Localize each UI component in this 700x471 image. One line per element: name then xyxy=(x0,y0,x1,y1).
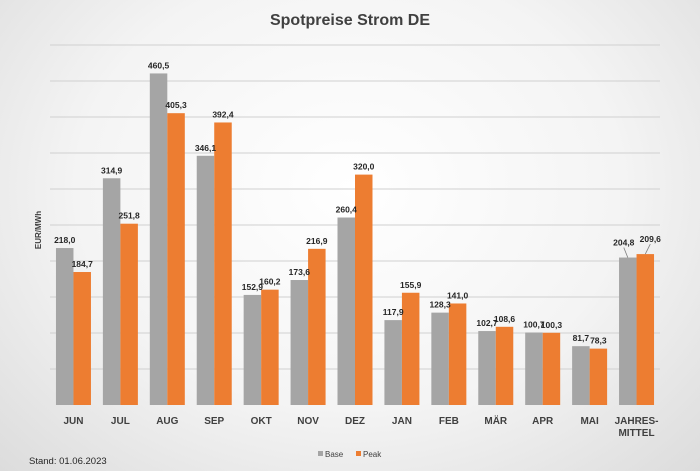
bar-peak xyxy=(214,122,232,406)
data-label-base: 314,9 xyxy=(101,165,123,175)
legend-label-peak: Peak xyxy=(363,450,382,459)
bar-peak xyxy=(542,332,561,405)
bar-peak xyxy=(120,223,138,405)
x-tick-label: DEZ xyxy=(345,416,365,427)
footnote: Stand: 01.06.2023 xyxy=(29,456,107,467)
legend-label-base: Base xyxy=(325,450,344,459)
data-label-peak: 184,7 xyxy=(72,259,94,269)
x-tick-label: JUL xyxy=(111,416,130,427)
bar-peak xyxy=(261,289,279,405)
data-label-base: 117,9 xyxy=(383,307,404,317)
bar-peak xyxy=(73,272,91,405)
data-label-base: 346,1 xyxy=(195,143,217,153)
leader-line xyxy=(623,247,629,258)
data-label-base: 260,4 xyxy=(336,205,358,215)
data-label-peak: 108,6 xyxy=(494,314,516,324)
data-label-peak: 141,0 xyxy=(447,290,469,300)
data-label-base: 100,7 xyxy=(523,319,545,329)
bar-base xyxy=(196,155,215,405)
legend-swatch-base xyxy=(318,451,323,456)
x-tick-label: JUN xyxy=(63,416,83,427)
bar-base xyxy=(102,178,121,405)
data-label-peak: 209,6 xyxy=(640,234,662,244)
legend-swatch-peak xyxy=(356,451,361,456)
bar-peak xyxy=(401,292,420,405)
data-label-peak: 216,9 xyxy=(306,236,328,246)
x-tick-label: JAHRES- xyxy=(615,416,659,427)
data-label-peak: 160,2 xyxy=(259,277,281,287)
bar-base xyxy=(290,280,309,405)
x-axis-ticks: JUN JUL AUG SEP OKT NOV DEZ JAN FEB MÄR APR MAI JAHR… xyxy=(63,414,658,439)
x-tick-label: JAN xyxy=(392,416,412,427)
x-tick-label: MITTEL xyxy=(618,428,654,439)
data-label-peak: 78,3 xyxy=(590,336,607,346)
x-tick-label: SEP xyxy=(204,416,224,427)
bar-base xyxy=(243,294,262,405)
data-label-peak: 405,3 xyxy=(165,100,187,110)
data-label-base: 81,7 xyxy=(573,333,590,343)
data-label-base: 218,0 xyxy=(54,235,76,245)
bar-base xyxy=(55,248,74,405)
bar-peak xyxy=(636,254,655,405)
data-label-peak: 320,0 xyxy=(353,162,375,172)
data-label-base: 152,9 xyxy=(242,282,264,292)
bar-peak xyxy=(308,248,326,405)
y-axis-label: EUR/MWh xyxy=(34,211,43,249)
bar-peak xyxy=(355,174,373,405)
data-label-peak: 155,9 xyxy=(400,280,422,290)
bar-peak xyxy=(495,326,514,405)
x-tick-label: AUG xyxy=(156,416,178,427)
leader-line xyxy=(644,243,651,255)
data-label-base: 460,5 xyxy=(148,60,170,70)
chart-title: Spotpreise Strom DE xyxy=(270,12,430,29)
x-tick-label: APR xyxy=(532,416,554,427)
data-label-peak: 251,8 xyxy=(118,211,140,221)
data-label-base: 173,6 xyxy=(289,267,311,277)
x-tick-label: FEB xyxy=(439,416,459,427)
x-tick-label: MÄR xyxy=(484,414,508,427)
bar-base xyxy=(525,332,543,405)
data-label-base: 102,7 xyxy=(476,318,498,328)
data-label-peak: 392,4 xyxy=(212,109,234,119)
bar-base xyxy=(149,73,168,405)
data-label-peak: 100,3 xyxy=(541,320,563,330)
bar-base xyxy=(337,217,355,405)
x-tick-label: NOV xyxy=(297,416,319,427)
bar-peak xyxy=(589,348,608,405)
bar-peak xyxy=(167,113,185,406)
bar-base xyxy=(478,331,496,405)
bar-base xyxy=(384,320,402,405)
bars xyxy=(55,73,655,406)
x-tick-label: OKT xyxy=(251,416,272,427)
x-tick-label: MAI xyxy=(580,416,599,427)
data-labels: 218,0 184,7 314,9 251,8 460,5 405,3 346,1 392,4… xyxy=(54,60,661,345)
bar-base xyxy=(431,312,449,405)
data-label-base: 204,8 xyxy=(613,238,635,248)
legend: Base Peak xyxy=(318,450,382,459)
data-label-base: 128,3 xyxy=(429,300,451,310)
bar-base xyxy=(619,257,637,405)
bar-base xyxy=(572,346,590,405)
bar-peak xyxy=(448,303,467,405)
